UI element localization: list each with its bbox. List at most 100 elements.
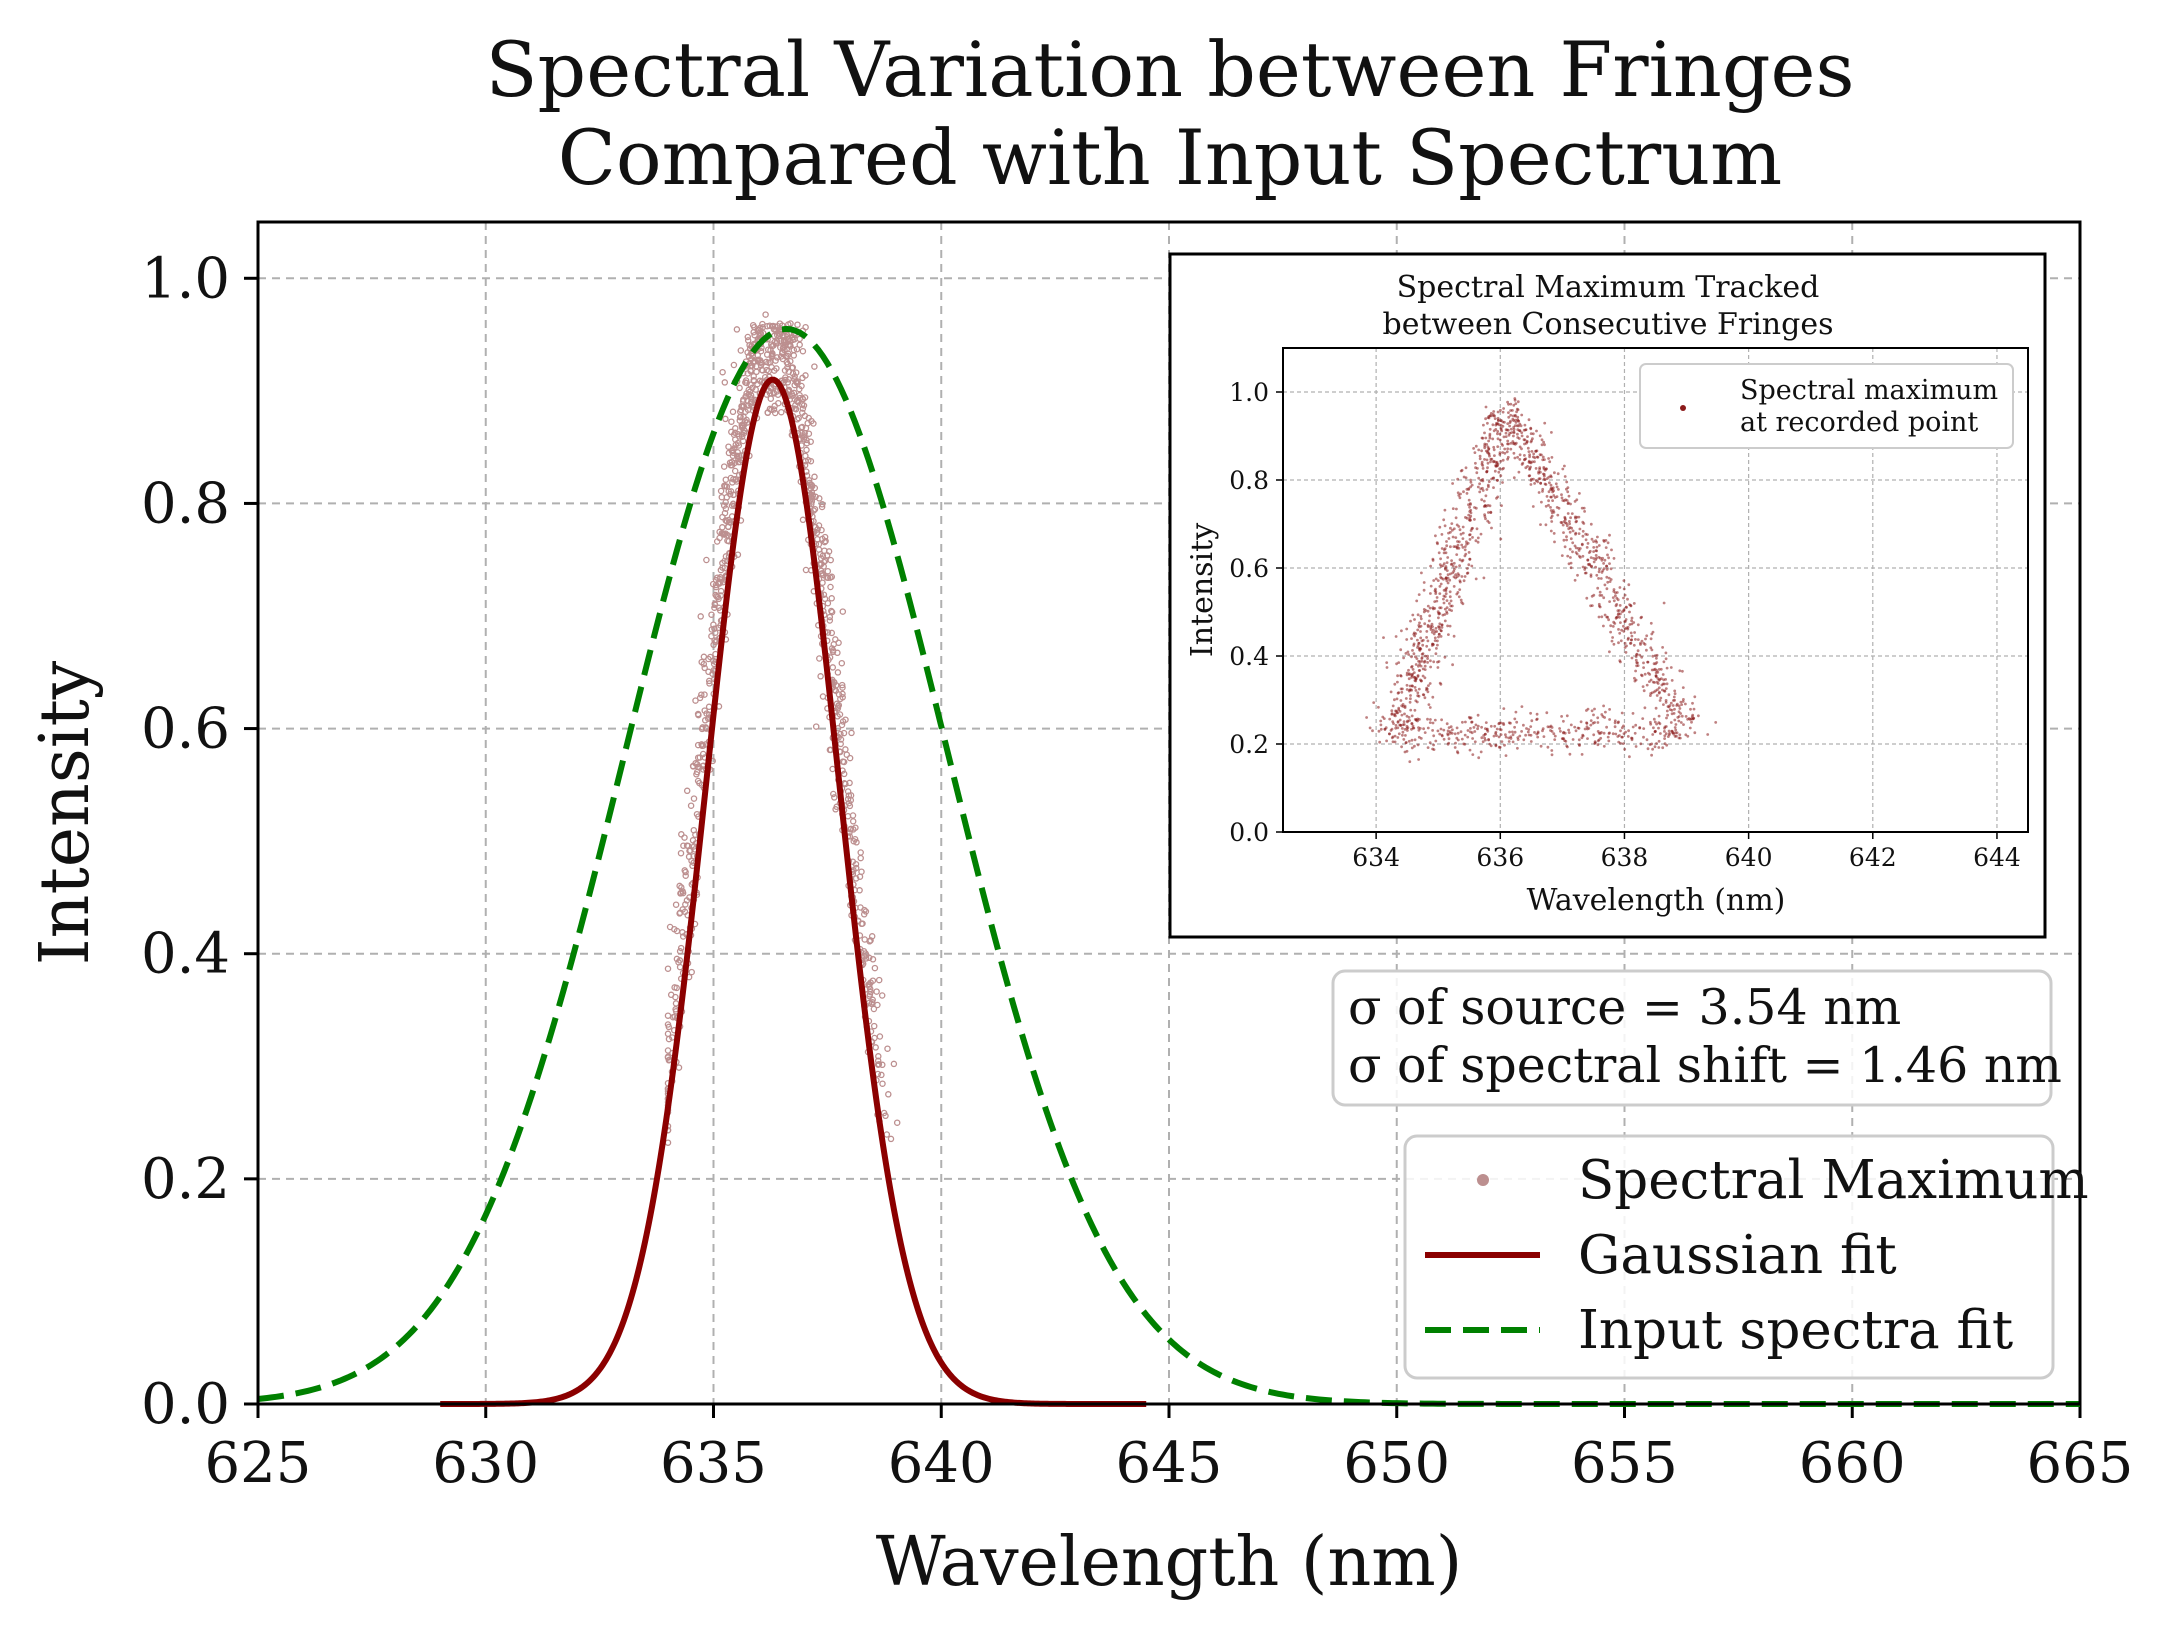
inset-scatter-point [1451, 535, 1455, 539]
inset-scatter-point [1445, 722, 1449, 726]
inset-scatter-point [1372, 701, 1376, 704]
inset-scatter-point [1611, 636, 1614, 639]
inset-scatter-point [1491, 437, 1495, 441]
scatter-point [793, 416, 801, 423]
scatter-point [683, 787, 691, 795]
inset-scatter-point [1450, 731, 1454, 735]
inset-scatter-point [1680, 703, 1684, 706]
inset-scatter-point [1506, 400, 1509, 404]
inset-scatter-point [1598, 605, 1602, 609]
inset-scatter-point [1463, 554, 1467, 558]
scatter-point [867, 937, 874, 944]
inset-scatter-point [1577, 547, 1580, 550]
inset-scatter-point [1527, 728, 1531, 731]
inset-scatter-point [1630, 619, 1633, 623]
inset-scatter-point [1412, 652, 1416, 656]
inset-scatter-point [1466, 541, 1470, 545]
scatter-point [785, 376, 792, 383]
inset-scatter-point [1657, 739, 1661, 743]
inset-scatter-point [1670, 679, 1674, 682]
inset-scatter-point [1629, 631, 1633, 635]
inset-scatter-point [1635, 653, 1638, 657]
inset-scatter-point [1630, 616, 1634, 620]
inset-scatter-point [1671, 704, 1675, 707]
inset-scatter-point [1492, 448, 1496, 452]
inset-scatter-point [1527, 459, 1531, 463]
inset-scatter-point [1395, 697, 1399, 701]
inset-scatter-point [1677, 715, 1681, 718]
inset-scatter-point [1498, 451, 1502, 455]
inset-scatter-point [1640, 639, 1644, 643]
inset-scatter-point [1384, 726, 1388, 730]
inset-scatter-point [1401, 723, 1405, 727]
inset-scatter-point [1414, 677, 1418, 680]
scatter-point [828, 608, 836, 616]
inset-scatter-point [1500, 504, 1503, 507]
scatter-point [708, 611, 715, 618]
inset-scatter-point [1560, 715, 1563, 718]
inset-scatter-point [1446, 624, 1449, 628]
scatter-point [862, 955, 870, 962]
inset-scatter-point [1416, 691, 1420, 695]
inset-scatter-point [1469, 480, 1473, 484]
inset-scatter-point [1406, 650, 1410, 654]
inset-scatter-point [1391, 740, 1395, 744]
inset-scatter-point [1504, 431, 1508, 435]
inset-scatter-point [1473, 740, 1477, 744]
inset-scatter-point [1647, 671, 1650, 675]
inset-scatter-point [1605, 564, 1609, 568]
inset-scatter-point [1642, 727, 1646, 730]
scatter-point [770, 406, 778, 413]
inset-scatter-point [1503, 743, 1506, 747]
inset-scatter-point [1447, 633, 1450, 636]
inset-scatter-point [1455, 736, 1459, 740]
scatter-point [873, 988, 880, 995]
inset-scatter-point [1661, 646, 1664, 649]
scatter-point [759, 329, 767, 337]
inset-scatter-point [1686, 734, 1690, 738]
inset-scatter-point [1478, 454, 1482, 458]
inset-scatter-point [1678, 669, 1682, 673]
inset-scatter-point [1633, 731, 1637, 735]
inset-scatter-point [1422, 727, 1425, 731]
inset-scatter-point [1636, 623, 1640, 627]
inset-scatter-point [1566, 512, 1570, 515]
scatter-point [817, 555, 825, 562]
inset-scatter-point [1570, 526, 1573, 530]
scatter-point [815, 546, 823, 553]
inset-scatter-point [1556, 513, 1560, 517]
scatter-point [844, 788, 852, 795]
inset-scatter-point [1481, 478, 1485, 481]
inset-scatter-point [1595, 556, 1598, 560]
inset-scatter-point [1437, 632, 1441, 636]
scatter-point [752, 386, 759, 393]
scatter-point [833, 700, 841, 708]
inset-scatter-point [1413, 686, 1417, 689]
inset-scatter-point [1476, 467, 1479, 470]
inset-scatter-point [1525, 727, 1528, 730]
inset-scatter-point [1506, 447, 1510, 451]
scatter-point [845, 792, 853, 799]
inset-scatter-point [1567, 728, 1570, 732]
scatter-point [829, 664, 837, 671]
inset-scatter-point [1547, 475, 1551, 479]
inset-scatter-point [1455, 507, 1458, 511]
inset-scatter-point [1470, 564, 1474, 568]
inset-scatter-point [1667, 705, 1671, 709]
scatter-point [818, 526, 825, 534]
inset-scatter-point [1520, 431, 1524, 434]
scatter-point [823, 552, 831, 559]
inset-scatter-point [1410, 673, 1414, 677]
scatter-point [696, 779, 703, 787]
inset-scatter-point [1592, 540, 1595, 543]
inset-scatter-point [1634, 669, 1637, 673]
inset-scatter-point [1447, 537, 1451, 540]
scatter-point [720, 463, 728, 470]
inset-scatter-point [1564, 739, 1568, 743]
inset-scatter-point [1555, 495, 1559, 498]
inset-scatter-point [1642, 735, 1645, 739]
inset-scatter-point [1551, 499, 1554, 502]
inset-scatter-point [1426, 639, 1430, 643]
inset-scatter-point [1467, 498, 1471, 502]
scatter-point [716, 528, 723, 536]
